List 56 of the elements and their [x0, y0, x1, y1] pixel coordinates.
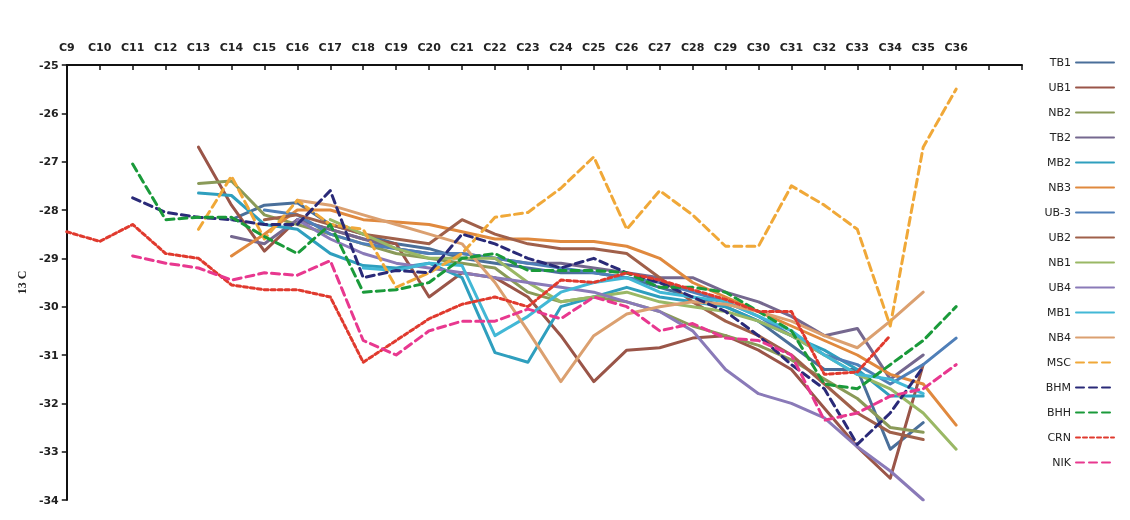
y-tick-label: -27 — [38, 155, 59, 169]
x-tick-label: C23 — [516, 41, 540, 54]
x-tick-label: C14 — [219, 41, 244, 54]
y-tick-label: -29 — [38, 251, 59, 265]
x-tick-label: C31 — [779, 41, 804, 54]
x-tick-label: C21 — [450, 41, 474, 54]
legend-label: UB1 — [1048, 81, 1071, 94]
x-tick-label: C27 — [647, 41, 672, 54]
legend-label: BHM — [1045, 381, 1071, 394]
legend-label: UB2 — [1048, 231, 1071, 244]
x-tick-label: C17 — [318, 41, 342, 54]
x-tick-label: C20 — [417, 41, 442, 54]
legend-label: UB4 — [1048, 281, 1071, 294]
legend-label: NB3 — [1048, 181, 1071, 194]
y-tick-label: -26 — [38, 106, 60, 120]
x-tick-label: C18 — [351, 41, 375, 54]
legend-label: MB1 — [1046, 306, 1071, 319]
x-tick-label: C12 — [153, 41, 178, 54]
x-tick-label: C26 — [615, 41, 639, 54]
y-tick-label: -33 — [38, 445, 59, 459]
legend-label: TB1 — [1048, 56, 1071, 69]
x-tick-label: C29 — [713, 41, 738, 54]
legend-label: MB2 — [1046, 156, 1071, 169]
legend-label: BHH — [1046, 406, 1071, 419]
legend-label: NIK — [1052, 456, 1072, 469]
x-tick-label: C30 — [746, 41, 771, 54]
y-tick-label: -28 — [38, 203, 59, 217]
y-tick-label: -25 — [38, 58, 59, 72]
legend-label: NB1 — [1048, 256, 1071, 269]
x-tick-label: C19 — [384, 41, 408, 54]
x-tick-label: C22 — [483, 41, 507, 54]
legend-label: CRN — [1047, 431, 1071, 444]
legend-label: MSC — [1046, 356, 1072, 369]
x-tick-label: C10 — [88, 41, 112, 54]
y-tick-label: -31 — [38, 348, 59, 362]
x-tick-label: C13 — [186, 41, 211, 54]
y-axis-title: 13 C — [15, 270, 29, 295]
x-tick-label: C16 — [285, 41, 310, 54]
x-tick-label: C25 — [582, 41, 606, 54]
legend-label: NB4 — [1048, 331, 1071, 344]
x-tick-label: C11 — [120, 41, 145, 54]
x-tick-label: C24 — [549, 41, 573, 54]
y-tick-label: -32 — [38, 396, 59, 410]
legend-label: TB2 — [1048, 131, 1071, 144]
y-tick-label: -34 — [38, 493, 60, 507]
x-tick-label: C15 — [252, 41, 277, 54]
x-tick-label: C35 — [911, 41, 935, 54]
legend-label: NB2 — [1048, 106, 1071, 119]
x-tick-label: C34 — [878, 41, 903, 54]
x-tick-label: C28 — [680, 41, 705, 54]
y-tick-label: -30 — [38, 300, 60, 314]
x-tick-label: C32 — [812, 41, 837, 54]
x-tick-label: C9 — [58, 41, 75, 54]
x-tick-label: C33 — [845, 41, 869, 54]
legend-label: UB-3 — [1044, 206, 1071, 219]
x-tick-label: C36 — [944, 41, 969, 54]
